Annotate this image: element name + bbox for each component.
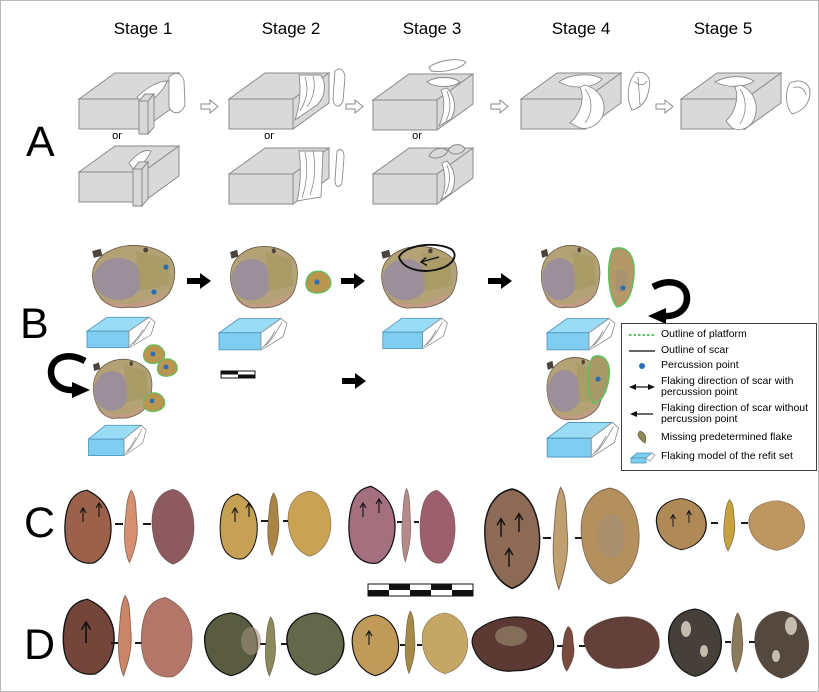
flaking-model-stage1 <box>86 316 156 349</box>
flaking-direction-with-point-icon <box>626 380 658 394</box>
legend-item-flaking-with: Flaking direction of scar with percussio… <box>626 375 813 399</box>
small-scale-bar <box>220 370 256 379</box>
or-label-stage3: or <box>412 130 422 142</box>
stage3-core-schematic-bottom <box>372 144 474 205</box>
scar-outline-icon <box>626 345 658 357</box>
refit-group-d5 <box>667 608 810 679</box>
flaking-model-stage4 <box>546 318 616 351</box>
refit-group-c1 <box>64 488 195 565</box>
arrow-b1-b2 <box>187 273 211 289</box>
platform-outline-icon <box>626 329 658 341</box>
stage5-core-schematic <box>680 72 811 130</box>
stage-1-label: Stage 1 <box>113 19 173 38</box>
core-photo-stage2 <box>229 245 299 309</box>
legend-item-missing-flake: Missing predetermined flake <box>626 429 813 445</box>
arrow-b-lower <box>342 373 366 389</box>
arrow-stage3-4 <box>490 99 509 114</box>
artifact-row-c <box>64 485 806 597</box>
percussion-point-dot <box>163 264 169 270</box>
refit-flake <box>142 392 166 413</box>
missing-flake-icon <box>626 429 658 445</box>
stage2-core-schematic-top <box>228 68 346 130</box>
stage3-core-schematic-top <box>372 59 474 131</box>
percussion-point-icon <box>626 360 658 372</box>
core-photo-stage4 <box>540 244 601 309</box>
core-photo-stage1-rotated <box>92 358 153 420</box>
or-label-stage1: or <box>112 130 122 142</box>
stage-5-label: Stage 5 <box>693 19 753 38</box>
refit-group-c5 <box>655 497 806 552</box>
refit-group-d4 <box>471 616 660 672</box>
stage4-core-schematic <box>520 71 651 130</box>
section-c-label: C <box>24 499 56 547</box>
legend-box: Outline of platform Outline of scar Perc… <box>621 323 817 471</box>
stage1-core-schematic-top <box>78 72 186 136</box>
flaking-direction-without-point-icon <box>626 407 658 421</box>
rotate-arrow-icon <box>47 353 90 398</box>
legend-item-platform: Outline of platform <box>626 329 813 341</box>
flaking-model-stage4-rotated <box>546 422 620 458</box>
flaking-model-stage3 <box>382 317 448 350</box>
detached-flake-green-outline <box>607 247 635 308</box>
stage1-core-schematic-bottom <box>78 145 180 208</box>
flaking-model-stage1-rotated <box>88 424 147 457</box>
or-label-stage2: or <box>264 130 274 142</box>
stage-4-label: Stage 4 <box>551 19 611 38</box>
scale-bar <box>367 583 474 597</box>
refit-group-c3 <box>348 485 456 564</box>
legend-item-scar: Outline of scar <box>626 344 813 357</box>
refit-group-d3 <box>351 610 469 677</box>
core-photo-stage1 <box>91 244 176 309</box>
refit-group-d2 <box>203 612 345 677</box>
arrow-b2-b3 <box>341 273 365 289</box>
arrow-stage1-2 <box>200 99 219 114</box>
legend-item-flaking-model: Flaking model of the refit set <box>626 449 813 465</box>
flaking-model-stage2 <box>218 318 288 351</box>
refit-group-c4 <box>483 486 640 591</box>
section-a-label: A <box>26 118 55 166</box>
percussion-point-dot <box>151 289 157 295</box>
arrow-stage4-5 <box>655 99 674 114</box>
rotate-arrow-icon <box>648 279 691 324</box>
core-photo-stage3 <box>380 245 458 309</box>
refit-group-d1 <box>62 594 193 678</box>
artifact-row-d <box>62 594 810 679</box>
legend-item-flaking-without: Flaking direction of scar without percus… <box>626 402 813 426</box>
flaking-model-icon <box>626 449 658 465</box>
arrow-b3-b4 <box>488 273 512 289</box>
refit-row-b <box>47 243 691 458</box>
legend-item-percussion: Percussion point <box>626 360 813 372</box>
scar-outline <box>397 243 456 272</box>
section-b-label: B <box>20 300 49 348</box>
arrow-stage2-3 <box>345 99 364 114</box>
stage2-core-schematic-bottom <box>228 147 345 205</box>
refit-group-c2 <box>219 490 332 560</box>
flaking-direction-arrow <box>419 256 440 267</box>
section-d-label: D <box>24 621 56 669</box>
schematic-row-a <box>78 59 811 208</box>
stage-2-label: Stage 2 <box>261 19 321 38</box>
stage-3-label: Stage 3 <box>402 19 462 38</box>
